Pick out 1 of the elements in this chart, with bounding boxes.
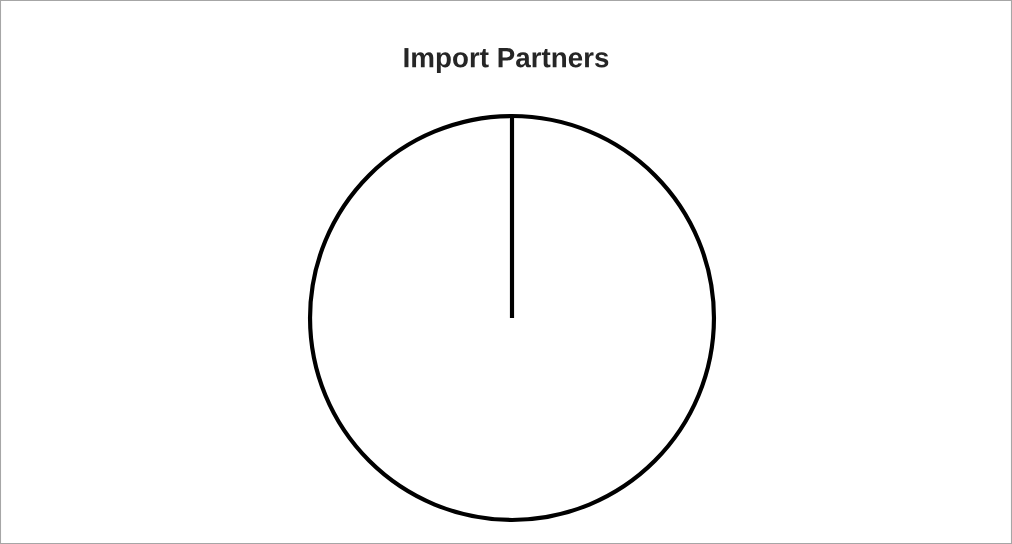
chart-title: Import Partners: [404, 48, 609, 73]
